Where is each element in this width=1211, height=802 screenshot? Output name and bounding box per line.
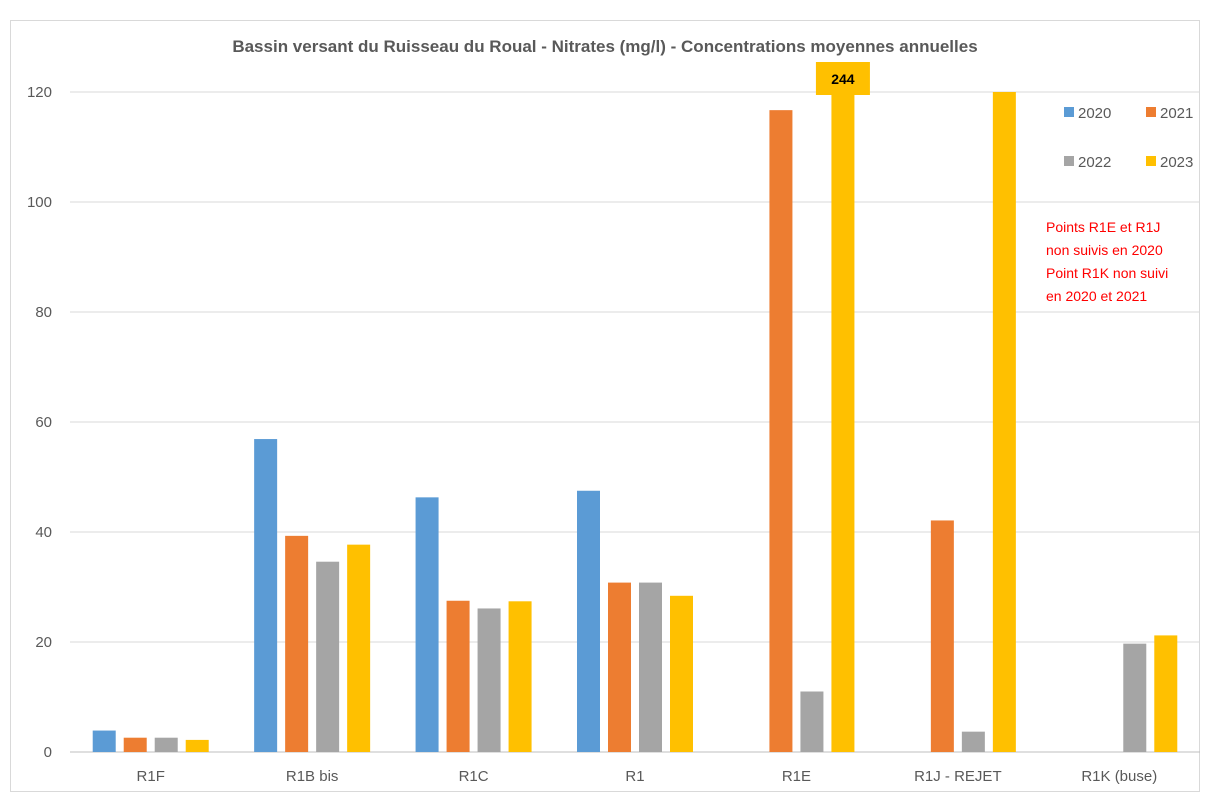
x-tick-label: R1E xyxy=(782,768,811,785)
annotation-line: non suivis en 2020 xyxy=(1046,242,1163,258)
annotation-line: Point R1K non suivi xyxy=(1046,265,1168,281)
bar-r1e-2023 xyxy=(831,92,855,752)
chart-frame xyxy=(10,20,1200,792)
x-tick-label: R1J - REJET xyxy=(914,768,1002,785)
bar-r1j-rejet-2021 xyxy=(930,520,954,752)
callout-box xyxy=(815,62,870,95)
legend-swatch xyxy=(1146,156,1156,166)
bar-r1b-bis-2020 xyxy=(254,439,278,752)
annotation-line: en 2020 et 2021 xyxy=(1046,288,1147,304)
annotation-line: Points R1E et R1J xyxy=(1046,219,1160,235)
gridlines xyxy=(70,91,1200,753)
bar-r1e-2021 xyxy=(769,110,793,752)
annotation-note: Points R1E et R1J non suivis en 2020 Point… xyxy=(1046,219,1168,304)
y-tick-label: 100 xyxy=(27,194,52,211)
x-axis-ticks: R1F R1B bis R1C R1 R1E R1J - REJET R1K (buse) xyxy=(137,768,1158,785)
legend-label: 2022 xyxy=(1078,154,1111,171)
bar-r1f-2020 xyxy=(92,730,116,752)
bar-r1k-buse--2023 xyxy=(1154,635,1178,752)
bar-r1c-2022 xyxy=(477,608,501,752)
bar-r1-2022 xyxy=(639,582,662,752)
y-tick-label: 80 xyxy=(35,304,52,321)
legend-swatch xyxy=(1064,156,1074,166)
bar-r1b-bis-2021 xyxy=(285,535,309,752)
callout-label: 244 xyxy=(831,71,855,87)
x-tick-label: R1K (buse) xyxy=(1081,768,1157,785)
bar-r1j-rejet-2023 xyxy=(992,92,1016,752)
bar-r1b-bis-2023 xyxy=(347,544,371,752)
bar-r1f-2022 xyxy=(154,737,178,752)
bar-r1k-buse--2022 xyxy=(1123,643,1147,752)
x-tick-label: R1C xyxy=(459,768,489,785)
legend-swatch xyxy=(1146,107,1156,117)
chart-title: Bassin versant du Ruisseau du Roual - Ni… xyxy=(232,37,977,56)
bar-r1c-2023 xyxy=(508,601,532,752)
y-tick-label: 0 xyxy=(44,744,52,761)
bar-r1c-2020 xyxy=(415,497,439,752)
legend-label: 2021 xyxy=(1160,105,1193,122)
y-tick-label: 120 xyxy=(27,84,52,101)
bar-r1j-rejet-2022 xyxy=(961,731,985,752)
legend-label: 2020 xyxy=(1078,105,1111,122)
bar-r1-2020 xyxy=(577,490,600,752)
x-tick-label: R1F xyxy=(137,768,165,785)
bar-r1f-2023 xyxy=(185,739,209,752)
bar-r1e-2022 xyxy=(800,691,824,752)
y-tick-label: 20 xyxy=(35,634,52,651)
bars xyxy=(92,92,1178,752)
bar-r1c-2021 xyxy=(446,600,470,752)
legend: 2020 2021 2022 2023 xyxy=(1064,105,1193,171)
y-axis-ticks: 0 20 40 60 80 100 120 xyxy=(27,84,52,761)
x-tick-label: R1 xyxy=(625,768,644,785)
value-callout: 244 xyxy=(815,62,870,95)
bar-r1-2023 xyxy=(670,595,693,752)
x-tick-label: R1B bis xyxy=(286,768,339,785)
y-tick-label: 60 xyxy=(35,414,52,431)
bar-r1f-2021 xyxy=(123,737,147,752)
bar-r1b-bis-2022 xyxy=(316,561,340,752)
legend-label: 2023 xyxy=(1160,154,1193,171)
legend-swatch xyxy=(1064,107,1074,117)
y-tick-label: 40 xyxy=(35,524,52,541)
bar-r1-2021 xyxy=(608,582,631,752)
